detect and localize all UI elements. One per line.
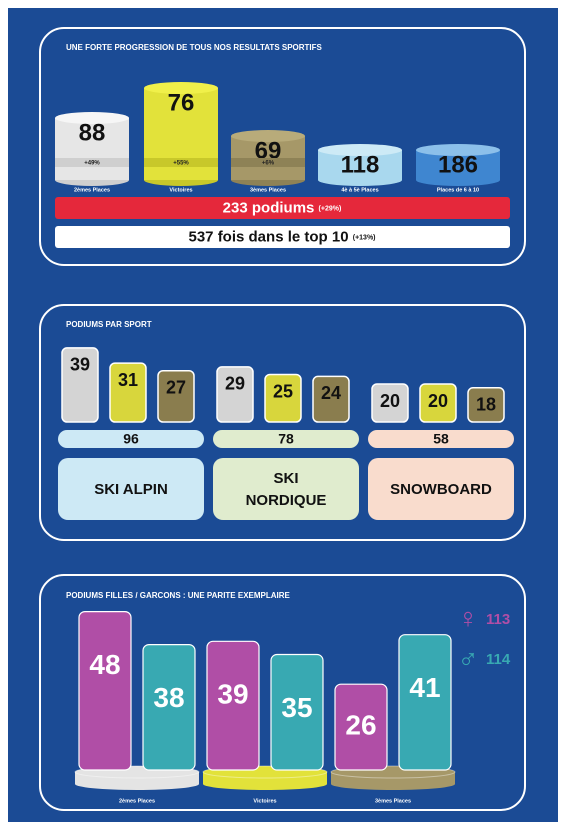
podium-box <box>157 369 195 423</box>
sport-name: SKI <box>273 470 298 487</box>
panel-title: PODIUMS PAR SPORT <box>66 320 152 329</box>
sport-name: NORDIQUE <box>246 492 327 509</box>
panel <box>39 27 526 266</box>
value: 20 <box>428 391 448 411</box>
value: 39 <box>217 679 248 710</box>
cylinder <box>55 118 129 180</box>
stripe <box>55 158 129 167</box>
podium-box <box>264 373 302 423</box>
podium-box <box>312 375 350 423</box>
total-pill <box>58 430 204 448</box>
cylinder-top <box>55 112 129 124</box>
word: podiums <box>252 199 315 216</box>
value: 29 <box>225 374 245 394</box>
value: 186 <box>438 151 478 178</box>
value: 39 <box>70 355 90 375</box>
value: 31 <box>118 370 138 390</box>
label: Victoires <box>169 187 192 193</box>
cylinder-top <box>231 130 305 142</box>
panel <box>39 304 526 541</box>
value: 24 <box>321 383 341 403</box>
value: 27 <box>166 377 186 397</box>
value: 26 <box>345 709 376 740</box>
legend-symbol: ♀ <box>458 602 479 633</box>
podium-box <box>216 366 254 423</box>
cylinder-top <box>318 144 402 156</box>
gender-bar <box>270 653 324 771</box>
sport-name: SKI ALPIN <box>94 481 168 498</box>
change: +49% <box>84 161 100 167</box>
gender-bar <box>206 640 260 771</box>
number: 233 <box>223 199 248 216</box>
label: Victoires <box>253 798 276 804</box>
label: 4è à 5è Places <box>341 187 378 193</box>
podium-box <box>467 387 505 423</box>
value: 118 <box>341 151 380 178</box>
podium-box <box>371 383 409 423</box>
change: +55% <box>173 161 189 167</box>
banner-text: 233 podiums (+29%) <box>223 199 342 216</box>
panel <box>39 574 526 811</box>
label: 2èmes Places <box>119 798 155 804</box>
value: 76 <box>168 89 195 116</box>
change: (+29%) <box>319 205 342 212</box>
value: 88 <box>79 119 106 146</box>
label: 2èmes Places <box>74 187 110 193</box>
value: 35 <box>281 692 312 723</box>
sport-box <box>213 458 359 520</box>
banner <box>55 197 510 219</box>
total: 96 <box>123 431 139 447</box>
gender-bar <box>398 634 452 771</box>
value: 18 <box>476 395 496 415</box>
gender-bar <box>334 683 388 771</box>
total: 58 <box>433 431 449 447</box>
gender-bar <box>78 610 132 771</box>
label: Places de 6 à 10 <box>437 187 479 193</box>
cylinder-top <box>144 82 218 94</box>
legend-total: 113 <box>486 611 510 628</box>
total-pill <box>213 430 359 448</box>
stripe <box>144 158 218 167</box>
value: 20 <box>380 391 400 411</box>
sport-name: SNOWBOARD <box>390 481 492 498</box>
word: fois dans le top 10 <box>218 228 349 245</box>
change: +6% <box>262 161 275 167</box>
podium-box <box>419 383 457 423</box>
panel-title: UNE FORTE PROGRESSION DE TOUS NOS RESULT… <box>66 43 323 52</box>
stripe <box>231 158 305 167</box>
label: 3èmes Places <box>250 187 286 193</box>
value: 38 <box>153 682 184 713</box>
total: 78 <box>278 431 294 447</box>
value: 41 <box>409 672 440 703</box>
gender-bar <box>142 643 196 771</box>
total-pill <box>368 430 514 448</box>
number: 537 <box>188 228 213 245</box>
value: 48 <box>89 649 120 680</box>
value: 25 <box>273 381 293 401</box>
change: (+13%) <box>353 234 376 241</box>
label: 3èmes Places <box>375 798 411 804</box>
podium-box <box>61 347 99 423</box>
legend-total: 114 <box>486 651 511 668</box>
sport-box <box>58 458 204 520</box>
sport-box <box>368 458 514 520</box>
legend-symbol: ♂ <box>458 642 479 673</box>
podium-box <box>109 362 147 423</box>
cylinder-top <box>416 144 500 156</box>
banner-text: 537 fois dans le top 10 (+13%) <box>188 228 375 245</box>
panel-title: PODIUMS FILLES / GARCONS : UNE PARITE EX… <box>66 591 291 600</box>
banner <box>55 226 510 248</box>
